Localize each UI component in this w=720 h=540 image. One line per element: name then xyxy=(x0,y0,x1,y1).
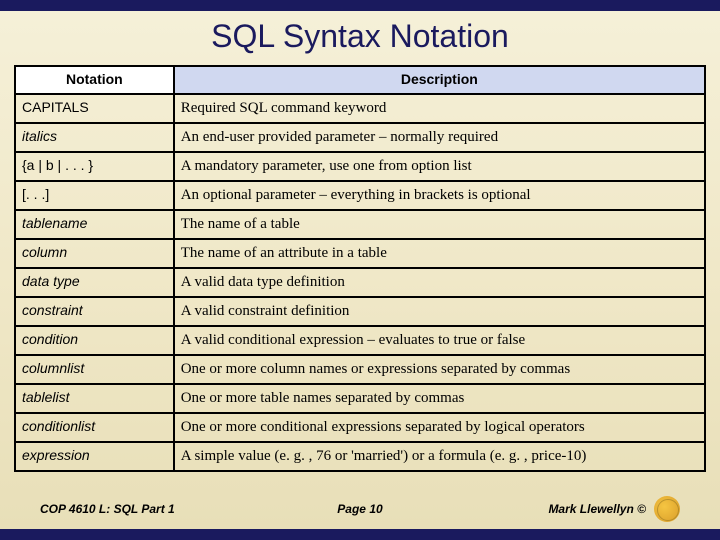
notation-cell: tablelist xyxy=(15,384,174,413)
footer-author: Mark Llewellyn © xyxy=(548,502,646,516)
table-row: expressionA simple value (e. g. , 76 or … xyxy=(15,442,705,471)
description-cell: The name of a table xyxy=(174,210,705,239)
description-cell: A simple value (e. g. , 76 or 'married')… xyxy=(174,442,705,471)
description-cell: An optional parameter – everything in br… xyxy=(174,181,705,210)
table-row: columnThe name of an attribute in a tabl… xyxy=(15,239,705,268)
description-cell: One or more table names separated by com… xyxy=(174,384,705,413)
table-row: tablelistOne or more table names separat… xyxy=(15,384,705,413)
table-row: columnlistOne or more column names or ex… xyxy=(15,355,705,384)
table-row: constraintA valid constraint definition xyxy=(15,297,705,326)
footer-course: COP 4610 L: SQL Part 1 xyxy=(40,502,253,516)
notation-cell: CAPITALS xyxy=(15,94,174,123)
notation-cell: conditionlist xyxy=(15,413,174,442)
description-cell: An end-user provided parameter – normall… xyxy=(174,123,705,152)
table-header-row: Notation Description xyxy=(15,66,705,94)
notation-cell: condition xyxy=(15,326,174,355)
description-cell: One or more column names or expressions … xyxy=(174,355,705,384)
table-row: data typeA valid data type definition xyxy=(15,268,705,297)
notation-cell: constraint xyxy=(15,297,174,326)
table-body: CAPITALSRequired SQL command keywordital… xyxy=(15,94,705,471)
slide-title: SQL Syntax Notation xyxy=(14,18,706,55)
table-row: tablenameThe name of a table xyxy=(15,210,705,239)
notation-cell: data type xyxy=(15,268,174,297)
notation-cell: columnlist xyxy=(15,355,174,384)
logo-icon xyxy=(654,496,680,522)
description-cell: A valid conditional expression – evaluat… xyxy=(174,326,705,355)
footer-page: Page 10 xyxy=(253,502,466,516)
header-notation: Notation xyxy=(15,66,174,94)
table-row: {a | b | . . . }A mandatory parameter, u… xyxy=(15,152,705,181)
notation-cell: italics xyxy=(15,123,174,152)
table-row: [. . .]An optional parameter – everythin… xyxy=(15,181,705,210)
table-row: conditionlistOne or more conditional exp… xyxy=(15,413,705,442)
notation-cell: column xyxy=(15,239,174,268)
description-cell: The name of an attribute in a table xyxy=(174,239,705,268)
notation-cell: [. . .] xyxy=(15,181,174,210)
table-row: italicsAn end-user provided parameter – … xyxy=(15,123,705,152)
footer: COP 4610 L: SQL Part 1 Page 10 Mark Llew… xyxy=(0,496,720,522)
description-cell: One or more conditional expressions sepa… xyxy=(174,413,705,442)
description-cell: Required SQL command keyword xyxy=(174,94,705,123)
description-cell: A mandatory parameter, use one from opti… xyxy=(174,152,705,181)
description-cell: A valid constraint definition xyxy=(174,297,705,326)
notation-cell: {a | b | . . . } xyxy=(15,152,174,181)
table-row: conditionA valid conditional expression … xyxy=(15,326,705,355)
slide: SQL Syntax Notation Notation Description… xyxy=(0,0,720,540)
footer-author-wrap: Mark Llewellyn © xyxy=(467,496,680,522)
header-description: Description xyxy=(174,66,705,94)
description-cell: A valid data type definition xyxy=(174,268,705,297)
table-row: CAPITALSRequired SQL command keyword xyxy=(15,94,705,123)
notation-table: Notation Description CAPITALSRequired SQ… xyxy=(14,65,706,472)
notation-cell: tablename xyxy=(15,210,174,239)
notation-cell: expression xyxy=(15,442,174,471)
